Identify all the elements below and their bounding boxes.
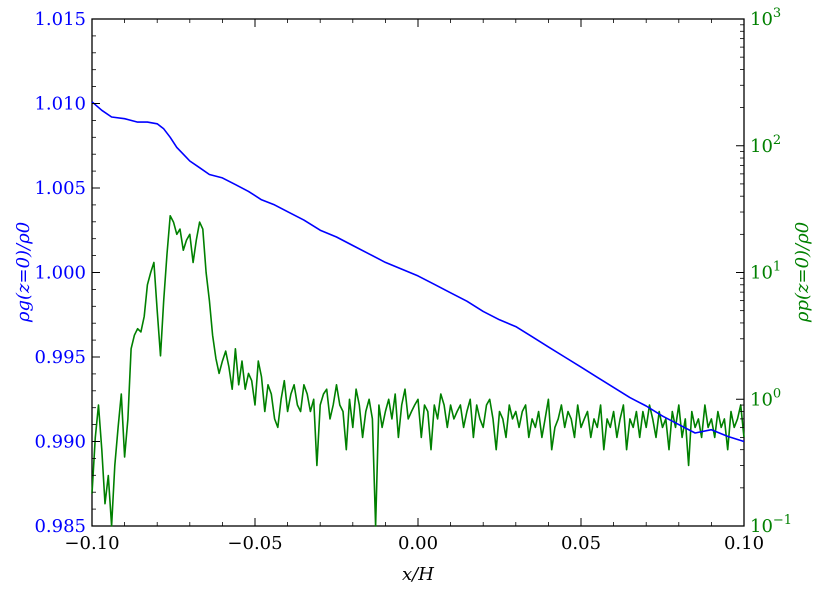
y-right-tick-label: 10−1 — [750, 513, 792, 537]
y-axis-left-label: ρg(z=0)/ρ0 — [13, 222, 34, 323]
x-tick-label: −0.05 — [227, 533, 282, 554]
y-left-tick-label: 0.985 — [34, 516, 86, 537]
x-tick-label: 0.05 — [561, 533, 601, 554]
plot-area — [91, 18, 745, 527]
x-tick-label: −0.10 — [64, 533, 119, 554]
y-right-tick-label: 103 — [750, 6, 781, 30]
x-axis: −0.10 −0.05 0.00 0.05 0.10 — [64, 19, 764, 554]
gas-density-line — [91, 101, 745, 443]
y-right-tick-label: 102 — [750, 133, 781, 157]
y-left-tick-label: 1.010 — [34, 94, 86, 115]
y-left-tick-label: 1.000 — [34, 263, 86, 284]
y-right-tick-label: 101 — [750, 260, 781, 284]
y-axis-left: 0.985 0.990 0.995 1.000 1.005 1.010 1.015 — [34, 9, 100, 537]
y-left-tick-label: 1.005 — [34, 178, 86, 199]
particle-density-line — [91, 215, 745, 527]
y-right-tick-label: 100 — [750, 386, 781, 410]
x-tick-label: 0.10 — [724, 533, 764, 554]
y-left-tick-label: 0.995 — [34, 347, 86, 368]
plot-frame — [91, 18, 745, 527]
x-axis-label: x/H — [402, 564, 434, 585]
y-left-tick-label: 1.015 — [34, 9, 86, 30]
gas-density-series — [91, 101, 745, 443]
y-left-tick-label: 0.990 — [34, 432, 86, 453]
y-axis-right: 10−1 100 101 102 103 — [736, 6, 792, 537]
x-tick-label: 0.00 — [398, 533, 438, 554]
particle-density-series — [91, 215, 745, 527]
y-axis-right-label: ρp(z=0)/ρ0 — [792, 222, 813, 323]
